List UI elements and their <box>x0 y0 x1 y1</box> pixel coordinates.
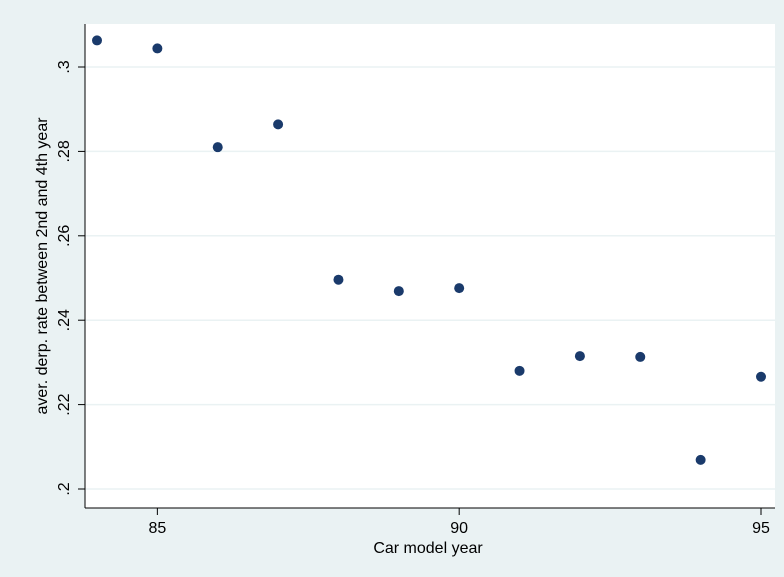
y-tick-label: .28 <box>56 140 73 162</box>
y-tick-label: .24 <box>56 309 73 331</box>
y-tick-label: .26 <box>56 225 73 247</box>
y-tick-label: .2 <box>56 482 73 495</box>
data-point <box>574 351 585 362</box>
y-tick-label: .22 <box>56 393 73 415</box>
data-point <box>514 365 525 376</box>
data-point <box>333 274 344 285</box>
x-tick-label: 95 <box>752 520 770 537</box>
y-tick-label: .3 <box>56 60 73 73</box>
x-tick-label: 85 <box>148 520 166 537</box>
plot-area <box>85 24 775 508</box>
x-tick-label: 90 <box>450 520 468 537</box>
data-point <box>92 35 102 46</box>
gridlines <box>85 66 775 490</box>
data-point <box>756 371 766 382</box>
data-point <box>212 142 223 153</box>
data-point <box>393 286 404 297</box>
data-point <box>454 283 465 294</box>
data-point <box>635 351 646 362</box>
y-ticks: .2 .22 .24 .26 .28 .3 <box>56 60 85 496</box>
data-points <box>92 35 766 465</box>
data-point <box>273 119 284 130</box>
x-ticks: 85 90 95 <box>148 508 770 537</box>
x-axis-title: Car model year <box>373 540 483 557</box>
y-axis-title: aver. derp. rate between 2nd and 4th yea… <box>34 117 51 415</box>
axes <box>84 24 775 509</box>
data-point <box>695 454 706 465</box>
data-point <box>152 43 163 54</box>
